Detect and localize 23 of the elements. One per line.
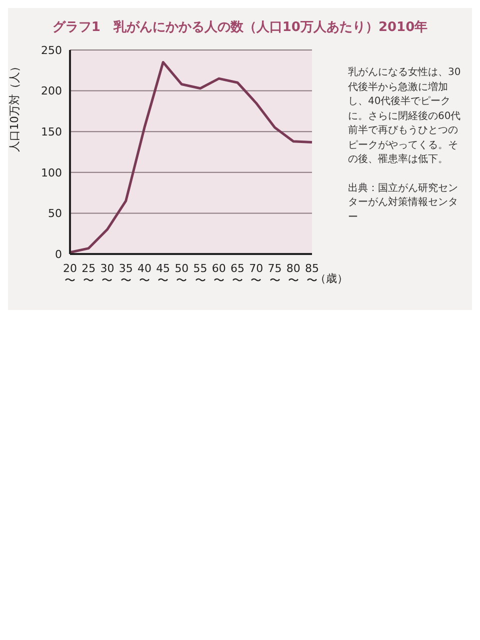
y-tick-label: 0 [55, 248, 62, 261]
x-tick-label: 35〜 [118, 262, 133, 287]
x-tick-label: 75〜 [268, 262, 282, 287]
x-tick-label: 45〜 [156, 262, 170, 287]
x-tick-label: 70〜 [249, 262, 264, 287]
x-tick-label: 30〜 [100, 262, 114, 287]
x-tick-label: 80〜 [286, 262, 300, 287]
text: 乳がんになる女性は、30代後半から急激に増加し、40代後半でピークに。さらに閉経後の60代前半で再びもうひとつのピークがやってくる。その後、罹患率は低下。 [348, 66, 462, 167]
x-tick-label: 20〜 [63, 262, 77, 287]
chart-title: グラフ1 乳がんにかかる人の数（人口10万人あたり）2010年 [51, 19, 429, 36]
x-tick-label: 50〜 [174, 262, 189, 287]
y-tick-label: 200 [41, 84, 62, 98]
x-tick-label: 65〜 [230, 262, 245, 287]
x-tick-label: 55〜 [193, 262, 208, 287]
x-tick-label: 25〜 [82, 262, 96, 287]
x-tick-label: 40〜 [137, 262, 152, 287]
y-tick-label: 50 [48, 207, 62, 220]
y-tick-label: 250 [41, 44, 62, 57]
y-axis-title: 人口10万対（人） [8, 61, 21, 152]
y-tick-label: 100 [41, 166, 62, 180]
y-tick-label: 150 [41, 126, 62, 139]
x-tick-label: 60〜 [212, 262, 226, 287]
source-note: 出典：国立がん研究センターがん対策情報センター [348, 182, 459, 224]
